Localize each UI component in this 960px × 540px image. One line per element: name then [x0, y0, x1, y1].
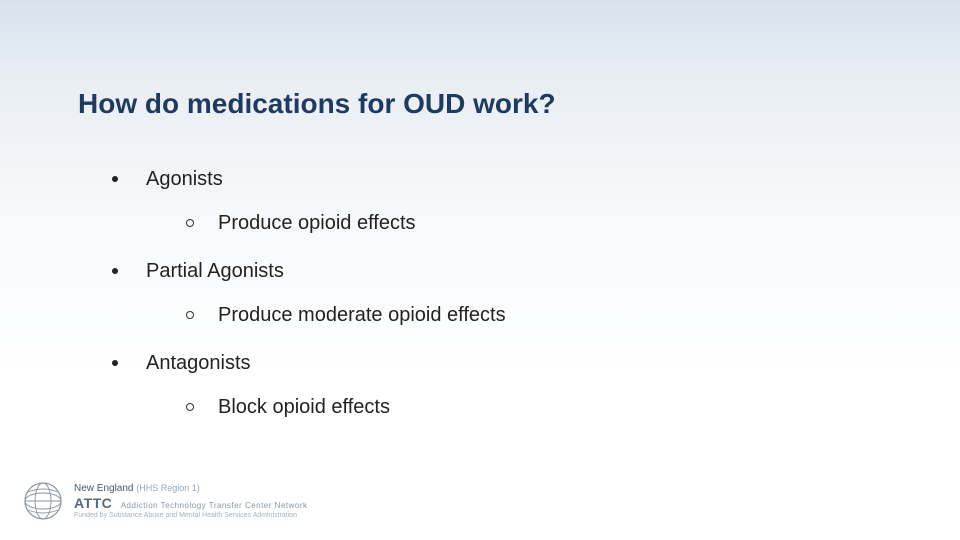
footer-org-region: New England	[74, 483, 133, 494]
list-item: Agonists Produce opioid effects	[100, 160, 900, 242]
footer-funding-line: Funded by Substance Abuse and Mental Hea…	[74, 512, 308, 519]
footer: New England (HHS Region 1) ATTC Addictio…	[22, 480, 308, 522]
slide-content: Agonists Produce opioid effects Partial …	[100, 160, 900, 436]
footer-text-block: New England (HHS Region 1) ATTC Addictio…	[74, 483, 308, 519]
list-item: Block opioid effects	[146, 388, 900, 426]
footer-acronym: ATTC	[74, 495, 112, 511]
footer-acronym-line: ATTC Addiction Technology Transfer Cente…	[74, 495, 308, 511]
list-item: Produce opioid effects	[146, 204, 900, 242]
list-item: Partial Agonists Produce moderate opioid…	[100, 252, 900, 334]
attc-logo-icon	[22, 480, 64, 522]
sub-bullet-list: Produce opioid effects	[146, 204, 900, 242]
bullet-label: Agonists	[146, 168, 223, 190]
bullet-list: Agonists Produce opioid effects Partial …	[100, 160, 900, 426]
footer-region-detail: (HHS Region 1)	[136, 483, 200, 493]
sub-bullet-label: Produce opioid effects	[218, 212, 416, 234]
slide-title: How do medications for OUD work?	[78, 88, 556, 120]
footer-fullname: Addiction Technology Transfer Center Net…	[121, 501, 308, 510]
sub-bullet-label: Block opioid effects	[218, 396, 390, 418]
bullet-label: Partial Agonists	[146, 260, 284, 282]
bullet-label: Antagonists	[146, 352, 251, 374]
sub-bullet-list: Produce moderate opioid effects	[146, 296, 900, 334]
sub-bullet-list: Block opioid effects	[146, 388, 900, 426]
sub-bullet-label: Produce moderate opioid effects	[218, 304, 506, 326]
list-item: Produce moderate opioid effects	[146, 296, 900, 334]
list-item: Antagonists Block opioid effects	[100, 344, 900, 426]
footer-region-line: New England (HHS Region 1)	[74, 483, 308, 494]
